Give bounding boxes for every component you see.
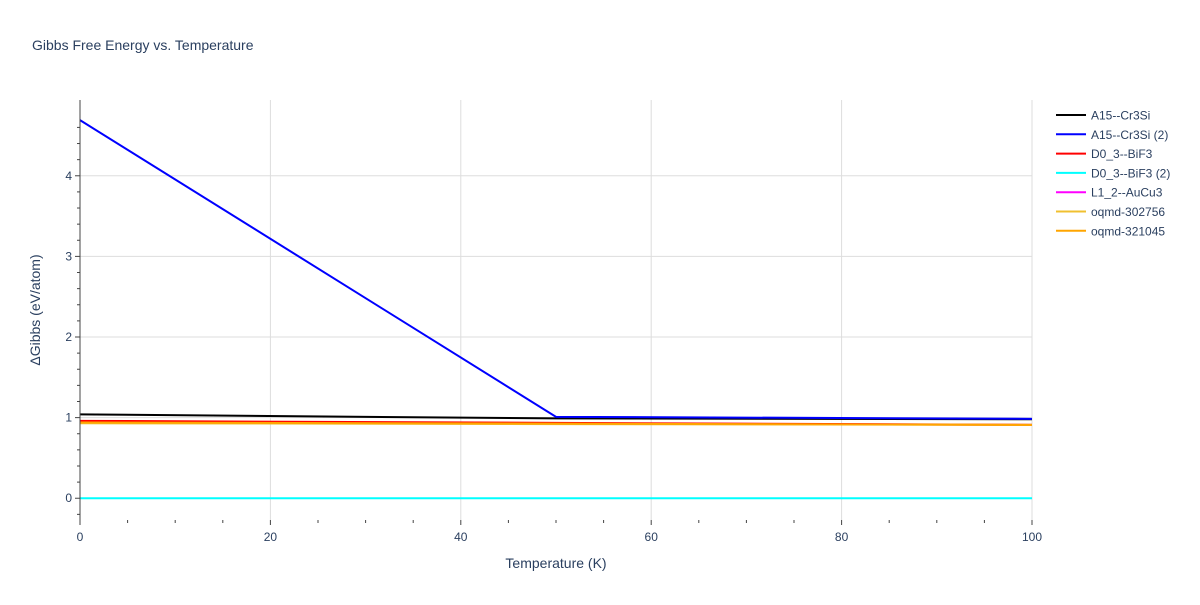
y-tick-label: 0 [65, 491, 72, 505]
x-tick-label: 0 [77, 530, 84, 544]
legend-label: D0_3--BiF3 [1091, 147, 1153, 161]
y-tick-label: 3 [65, 249, 72, 263]
series-line-6 [79, 421, 1033, 426]
x-tick-label: 60 [645, 530, 659, 544]
chart-title: Gibbs Free Energy vs. Temperature [32, 37, 254, 53]
legend-label: D0_3--BiF3 (2) [1091, 166, 1170, 180]
legend-label: A15--Cr3Si [1091, 109, 1150, 123]
y-tick-label: 4 [65, 169, 72, 183]
y-tick-label: 2 [65, 330, 72, 344]
x-tick-label: 100 [1022, 530, 1042, 544]
x-tick-label: 40 [454, 530, 468, 544]
y-tick-label: 1 [65, 411, 72, 425]
x-axis-label: Temperature (K) [505, 555, 606, 571]
legend-label: A15--Cr3Si (2) [1091, 128, 1168, 142]
legend-label: L1_2--AuCu3 [1091, 186, 1163, 200]
x-tick-label: 80 [835, 530, 849, 544]
x-tick-label: 20 [264, 530, 278, 544]
legend-label: oqmd-302756 [1091, 205, 1165, 219]
series-line-1 [79, 119, 1033, 420]
y-axis-label: ΔGibbs (eV/atom) [27, 254, 43, 365]
legend-label: oqmd-321045 [1091, 224, 1165, 238]
